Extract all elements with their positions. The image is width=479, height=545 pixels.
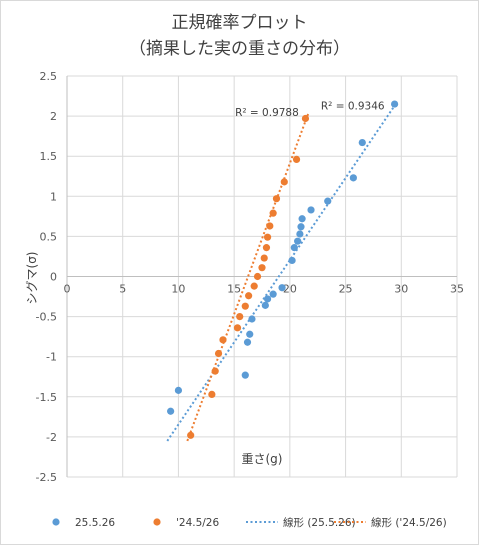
- chart-title: 正規確率プロット: [171, 13, 308, 33]
- data-point: [263, 295, 272, 303]
- data-point: [272, 195, 281, 203]
- y-tick-label: 2.5: [40, 70, 58, 83]
- x-tick-label: 25: [339, 283, 353, 296]
- trendlines: [166, 105, 396, 442]
- data-point: [307, 206, 315, 214]
- y-tick-label: -0.5: [36, 311, 57, 324]
- data-point: [236, 313, 244, 321]
- x-tick-label: 20: [283, 283, 297, 296]
- data-point: [261, 301, 269, 309]
- legend-label: 線形 (25.5.26): [283, 516, 356, 529]
- data-point: [391, 100, 399, 108]
- data-point: [263, 233, 272, 241]
- legend-label: 線形 ('24.5/26): [371, 516, 447, 529]
- axes: [66, 76, 457, 477]
- data-point: [278, 284, 286, 292]
- data-point: [298, 215, 306, 223]
- data-point: [253, 272, 262, 281]
- data-point: [241, 302, 249, 310]
- r2-label: R² = 0.9346: [321, 101, 385, 113]
- y-tick-label: 1.5: [40, 150, 58, 163]
- data-point: [301, 114, 310, 123]
- data-point: [266, 222, 274, 230]
- data-point: [250, 282, 258, 290]
- data-point: [258, 264, 266, 272]
- data-point: [208, 390, 216, 398]
- x-tick-label: 35: [450, 283, 464, 296]
- data-point: [290, 244, 298, 252]
- legend-label: 25.5.26: [75, 517, 115, 529]
- chart-subtitle: （摘果した実の重さの分布）: [129, 39, 350, 59]
- y-tick-label: -2.5: [36, 471, 57, 484]
- r2-labels: R² = 0.9346 R² = 0.9788: [235, 101, 385, 119]
- data-point: [262, 244, 271, 252]
- data-point: [324, 197, 332, 205]
- y-axis-title: シグマ(σ): [25, 252, 39, 305]
- data-point: [292, 155, 301, 164]
- data-point: [297, 223, 305, 231]
- data-point: [280, 178, 288, 186]
- data-point: [214, 349, 223, 358]
- data-point: [174, 386, 183, 394]
- legend-marker: [153, 518, 161, 526]
- data-point: [269, 209, 277, 217]
- data-point: [349, 174, 357, 182]
- data-point: [246, 330, 254, 338]
- y-tick-label: 0.5: [40, 230, 58, 243]
- x-axis-title: 重さ(g): [242, 452, 283, 466]
- y-tick-label: 2: [50, 110, 57, 123]
- data-point: [269, 290, 277, 298]
- legend: 25.5.26 '24.5/26 線形 (25.5.26) 線形 ('24.5/26): [52, 516, 447, 529]
- x-tick-label: 0: [64, 283, 71, 296]
- data-point: [219, 336, 227, 344]
- data-point: [241, 371, 249, 379]
- data-point: [233, 324, 242, 332]
- legend-marker: [52, 518, 60, 526]
- data-point: [211, 367, 219, 375]
- x-tick-label: 5: [119, 283, 126, 296]
- y-tick-label: 0: [50, 271, 57, 284]
- y-tick-label: -1.5: [36, 391, 57, 404]
- y-tick-label: -1: [46, 351, 57, 364]
- data-point: [294, 237, 302, 245]
- data-point: [288, 256, 296, 265]
- data-points: [167, 100, 399, 439]
- data-point: [243, 338, 252, 346]
- data-point: [187, 431, 195, 439]
- r2-label: R² = 0.9788: [235, 107, 299, 119]
- data-point: [245, 292, 253, 300]
- data-point: [248, 315, 256, 323]
- data-point: [296, 230, 304, 238]
- tick-labels: 0 5 10 15 20 25 30 35 2.5 2 1.5 1 0.5 0 -0.5 -1 -1.5 -2 -2…: [36, 70, 464, 484]
- x-tick-label: 10: [171, 283, 185, 296]
- data-point: [167, 407, 175, 415]
- legend-label: '24.5/26: [176, 517, 219, 529]
- x-tick-label: 15: [227, 283, 241, 296]
- data-point: [358, 138, 366, 147]
- y-tick-label: 1: [50, 190, 57, 203]
- y-tick-label: -2: [46, 431, 57, 444]
- x-tick-label: 30: [394, 283, 408, 296]
- data-point: [260, 254, 268, 262]
- trendline: [166, 105, 396, 442]
